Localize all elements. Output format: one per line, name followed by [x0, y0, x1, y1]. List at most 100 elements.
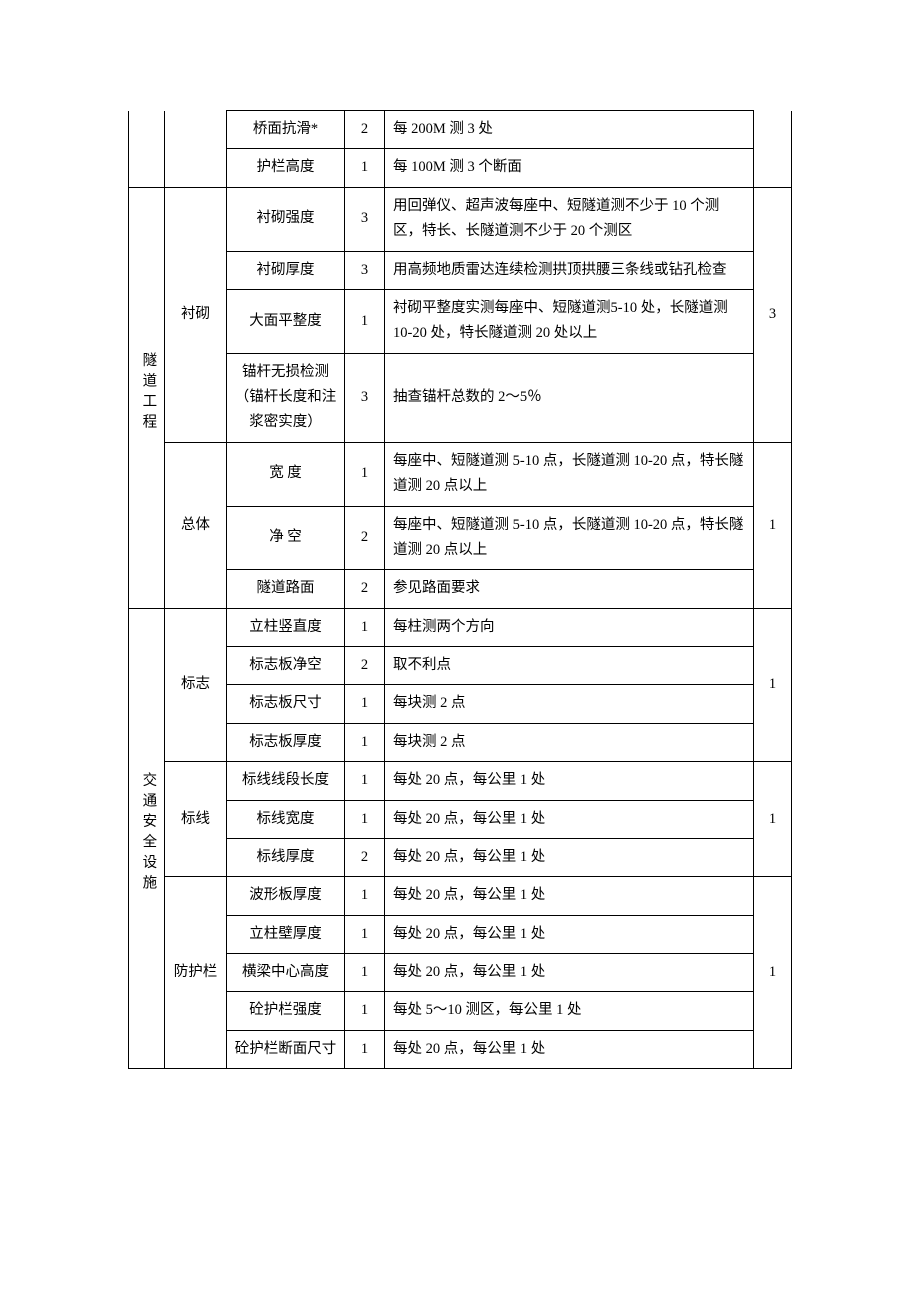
- desc-cell: 每块测 2 点: [385, 723, 754, 761]
- category-cell: 隧道工程: [129, 187, 165, 608]
- table-row: 横梁中心高度 1 每处 20 点，每公里 1 处: [129, 954, 792, 992]
- table-row: 锚杆无损检测（锚杆长度和注浆密实度） 3 抽查锚杆总数的 2～5％: [129, 353, 792, 442]
- item-cell: 立柱竖直度: [227, 608, 345, 646]
- table-row: 标线宽度 1 每处 20 点，每公里 1 处: [129, 800, 792, 838]
- item-cell: 立柱壁厚度: [227, 915, 345, 953]
- desc-cell: 用回弹仪、超声波每座中、短隧道测不少于 10 个测区，特长、长隧道测不少于 20…: [385, 187, 754, 251]
- table-row: 标志板尺寸 1 每块测 2 点: [129, 685, 792, 723]
- weight-cell: 3: [345, 251, 385, 289]
- table-row: 桥面抗滑* 2 每 200M 测 3 处: [129, 111, 792, 149]
- desc-cell: 每 200M 测 3 处: [385, 111, 754, 149]
- item-cell: 标志板尺寸: [227, 685, 345, 723]
- weight-cell: 1: [345, 1030, 385, 1068]
- weight-cell: 1: [345, 723, 385, 761]
- weight-cell: 2: [345, 506, 385, 570]
- weight-cell: 1: [345, 800, 385, 838]
- weight-cell: 2: [345, 647, 385, 685]
- desc-cell: 每处 20 点，每公里 1 处: [385, 915, 754, 953]
- table-row: 立柱壁厚度 1 每处 20 点，每公里 1 处: [129, 915, 792, 953]
- item-cell: 隧道路面: [227, 570, 345, 608]
- weight-cell: 2: [345, 570, 385, 608]
- item-cell: 锚杆无损检测（锚杆长度和注浆密实度）: [227, 353, 345, 442]
- desc-cell: 每处 20 点，每公里 1 处: [385, 800, 754, 838]
- item-cell: 护栏高度: [227, 149, 345, 187]
- desc-cell: 每座中、短隧道测 5-10 点，长隧道测 10-20 点，特长隧道测 20 点以…: [385, 442, 754, 506]
- table-row: 大面平整度 1 衬砌平整度实测每座中、短隧道测5-10 处，长隧道测 10-20…: [129, 289, 792, 353]
- table-row: 护栏高度 1 每 100M 测 3 个断面: [129, 149, 792, 187]
- item-cell: 净 空: [227, 506, 345, 570]
- weight-cell: 1: [345, 762, 385, 800]
- item-cell: 标志板厚度: [227, 723, 345, 761]
- desc-cell: 每座中、短隧道测 5-10 点，长隧道测 10-20 点，特长隧道测 20 点以…: [385, 506, 754, 570]
- category-label: 交通安全设施: [135, 772, 160, 895]
- desc-cell: 取不利点: [385, 647, 754, 685]
- weight-cell: 1: [345, 442, 385, 506]
- weight-cell: 3: [345, 187, 385, 251]
- weight-cell: 3: [345, 353, 385, 442]
- category-label: 隧道工程: [135, 352, 160, 434]
- weight-cell: 2: [345, 838, 385, 876]
- weight-cell: 1: [345, 992, 385, 1030]
- weight-cell: 1: [345, 289, 385, 353]
- table-row: 标志板厚度 1 每块测 2 点: [129, 723, 792, 761]
- weight-cell: 1: [345, 608, 385, 646]
- table-row: 标线 标线线段长度 1 每处 20 点，每公里 1 处 1: [129, 762, 792, 800]
- item-cell: 衬砌强度: [227, 187, 345, 251]
- item-cell: 标志板净空: [227, 647, 345, 685]
- item-cell: 宽 度: [227, 442, 345, 506]
- table-row: 隧道路面 2 参见路面要求: [129, 570, 792, 608]
- group-weight-cell: 1: [754, 877, 792, 1069]
- desc-cell: 每处 20 点，每公里 1 处: [385, 762, 754, 800]
- table-row: 交通安全设施 标志 立柱竖直度 1 每柱测两个方向 1: [129, 608, 792, 646]
- item-cell: 横梁中心高度: [227, 954, 345, 992]
- group-weight-cell: 1: [754, 762, 792, 877]
- subgroup-cell: [165, 111, 227, 188]
- desc-cell: 每处 20 点，每公里 1 处: [385, 877, 754, 915]
- weight-cell: 1: [345, 915, 385, 953]
- item-cell: 波形板厚度: [227, 877, 345, 915]
- desc-cell: 参见路面要求: [385, 570, 754, 608]
- subgroup-cell: 标线: [165, 762, 227, 877]
- weight-cell: 1: [345, 877, 385, 915]
- item-cell: 砼护栏断面尺寸: [227, 1030, 345, 1068]
- desc-cell: 每柱测两个方向: [385, 608, 754, 646]
- table-row: 砼护栏断面尺寸 1 每处 20 点，每公里 1 处: [129, 1030, 792, 1068]
- desc-cell: 衬砌平整度实测每座中、短隧道测5-10 处，长隧道测 10-20 处，特长隧道测…: [385, 289, 754, 353]
- subgroup-cell: 衬砌: [165, 187, 227, 442]
- table-row: 衬砌厚度 3 用高频地质雷达连续检测拱顶拱腰三条线或钻孔检查: [129, 251, 792, 289]
- desc-cell: 每处 20 点，每公里 1 处: [385, 1030, 754, 1068]
- subgroup-cell: 总体: [165, 442, 227, 608]
- item-cell: 大面平整度: [227, 289, 345, 353]
- weight-cell: 1: [345, 685, 385, 723]
- desc-cell: 每处 5～10 测区，每公里 1 处: [385, 992, 754, 1030]
- weight-cell: 1: [345, 954, 385, 992]
- desc-cell: 每处 20 点，每公里 1 处: [385, 954, 754, 992]
- desc-cell: 每块测 2 点: [385, 685, 754, 723]
- category-cell: [129, 111, 165, 188]
- table-row: 总体 宽 度 1 每座中、短隧道测 5-10 点，长隧道测 10-20 点，特长…: [129, 442, 792, 506]
- group-weight-cell: [754, 111, 792, 188]
- inspection-table: 桥面抗滑* 2 每 200M 测 3 处 护栏高度 1 每 100M 测 3 个…: [128, 110, 792, 1069]
- desc-cell: 每处 20 点，每公里 1 处: [385, 838, 754, 876]
- item-cell: 砼护栏强度: [227, 992, 345, 1030]
- table-row: 防护栏 波形板厚度 1 每处 20 点，每公里 1 处 1: [129, 877, 792, 915]
- table-row: 隧道工程 衬砌 衬砌强度 3 用回弹仪、超声波每座中、短隧道测不少于 10 个测…: [129, 187, 792, 251]
- subgroup-cell: 标志: [165, 608, 227, 762]
- group-weight-cell: 3: [754, 187, 792, 442]
- weight-cell: 2: [345, 111, 385, 149]
- subgroup-cell: 防护栏: [165, 877, 227, 1069]
- item-cell: 桥面抗滑*: [227, 111, 345, 149]
- desc-cell: 用高频地质雷达连续检测拱顶拱腰三条线或钻孔检查: [385, 251, 754, 289]
- item-cell: 标线线段长度: [227, 762, 345, 800]
- desc-cell: 每 100M 测 3 个断面: [385, 149, 754, 187]
- category-cell: 交通安全设施: [129, 608, 165, 1069]
- group-weight-cell: 1: [754, 442, 792, 608]
- table-row: 净 空 2 每座中、短隧道测 5-10 点，长隧道测 10-20 点，特长隧道测…: [129, 506, 792, 570]
- table-row: 砼护栏强度 1 每处 5～10 测区，每公里 1 处: [129, 992, 792, 1030]
- table-row: 标志板净空 2 取不利点: [129, 647, 792, 685]
- weight-cell: 1: [345, 149, 385, 187]
- group-weight-cell: 1: [754, 608, 792, 762]
- table-row: 标线厚度 2 每处 20 点，每公里 1 处: [129, 838, 792, 876]
- item-cell: 标线宽度: [227, 800, 345, 838]
- item-cell: 衬砌厚度: [227, 251, 345, 289]
